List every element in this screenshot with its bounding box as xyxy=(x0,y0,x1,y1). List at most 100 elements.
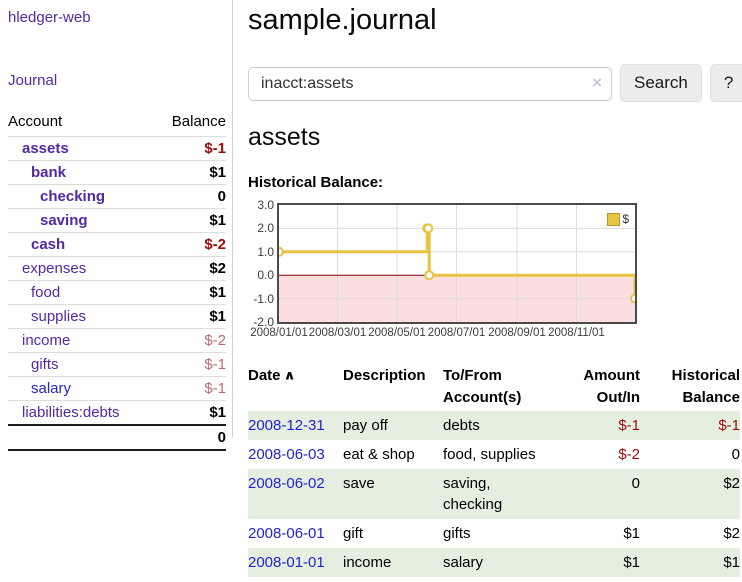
transaction-description: gift xyxy=(343,524,364,542)
transaction-balance: $2 xyxy=(723,524,740,542)
transaction-accounts: salary xyxy=(443,547,565,577)
transaction-date-link[interactable]: 2008-06-02 xyxy=(248,474,325,492)
chart-legend: $ xyxy=(607,212,629,226)
legend-label: $ xyxy=(622,212,629,226)
chart-svg xyxy=(279,205,635,322)
x-tick-label: 2008/05/01 xyxy=(368,327,426,339)
y-tick-label: 3.0 xyxy=(257,198,274,212)
y-tick-label: 1.0 xyxy=(257,244,274,259)
account-balance: $1 xyxy=(154,280,226,305)
account-link[interactable]: assets xyxy=(22,140,69,157)
accounts-header-balance: Balance xyxy=(171,113,226,130)
x-tick-label: 2008/03/01 xyxy=(308,327,367,339)
x-tick-label: 2008/11/01 xyxy=(548,327,605,339)
accounts-total-value: 0 xyxy=(154,424,226,451)
page-title: sample.journal xyxy=(248,4,437,36)
register-header-date[interactable]: Date ∧ xyxy=(248,367,296,384)
transaction-date-link[interactable]: 2008-06-01 xyxy=(248,524,325,542)
transaction-amount: 0 xyxy=(565,468,640,519)
account-row: salary $-1 xyxy=(8,376,226,401)
account-row: food $1 xyxy=(8,280,226,305)
register-table: Date ∧ Description To/From Account(s) Amo… xyxy=(248,363,740,577)
y-tick-label: -2.0 xyxy=(253,315,274,329)
transaction-date-link[interactable]: 2008-12-31 xyxy=(248,416,325,434)
account-link[interactable]: gifts xyxy=(31,356,59,373)
clear-search-icon[interactable]: × xyxy=(592,73,602,92)
account-link[interactable]: expenses xyxy=(22,260,87,277)
account-row: checking 0 xyxy=(8,184,226,209)
account-balance: $1 xyxy=(154,400,226,425)
accounts-body: assets $-1 bank $1 checking 0 saving $1 cash $-2 e… xyxy=(8,136,226,425)
transaction-row[interactable]: 2008-12-31 pay off debts $-1 $-1 xyxy=(248,410,740,440)
account-balance: $-2 xyxy=(154,328,226,353)
account-row: liabilities:debts $1 xyxy=(8,400,226,425)
transaction-accounts: debts xyxy=(443,410,565,440)
account-link[interactable]: checking xyxy=(40,188,106,205)
transaction-description: save xyxy=(343,468,443,519)
account-balance: $1 xyxy=(154,208,226,233)
accounts-table: Account Balance assets $-1 bank $1 checking 0… xyxy=(8,113,226,451)
transaction-balance: 0 xyxy=(731,445,740,463)
account-row: assets $-1 xyxy=(8,136,226,161)
account-row: gifts $-1 xyxy=(8,352,226,377)
account-row: cash $-2 xyxy=(8,232,226,257)
account-row: supplies $1 xyxy=(8,304,226,329)
transaction-amount: $1 xyxy=(565,547,640,577)
account-row: bank $1 xyxy=(8,160,226,185)
register-header-amount: Amount Out/In xyxy=(583,367,640,406)
transaction-balance: $2 xyxy=(640,468,740,519)
account-heading: assets xyxy=(248,123,321,151)
accounts-header-account: Account xyxy=(8,113,63,130)
transaction-amount: $-2 xyxy=(618,445,640,463)
transaction-accounts: gifts xyxy=(443,524,471,542)
account-link[interactable]: cash xyxy=(31,236,66,253)
transaction-accounts: saving, checking xyxy=(443,468,565,519)
app-title-link[interactable]: hledger-web xyxy=(8,9,91,26)
account-balance: 0 xyxy=(154,184,226,209)
search-button[interactable]: Search xyxy=(620,64,702,102)
register-header-balance: Historical Balance xyxy=(671,367,740,406)
account-link[interactable]: supplies xyxy=(31,308,87,325)
transaction-date: 2008-06-01 xyxy=(248,519,343,548)
sidebar-item-journal[interactable]: Journal xyxy=(8,72,58,89)
account-balance: $-2 xyxy=(154,232,226,257)
transaction-description: pay off xyxy=(343,410,443,440)
transaction-date-link[interactable]: 2008-01-01 xyxy=(248,553,325,571)
account-link[interactable]: salary xyxy=(31,380,72,397)
x-tick-label: 2008/09/01 xyxy=(488,327,546,339)
account-link[interactable]: food xyxy=(31,284,61,301)
main-content: sample.journal × Search ? assets Histori… xyxy=(248,0,742,577)
account-link[interactable]: income xyxy=(22,332,71,349)
y-tick-label: -1.0 xyxy=(253,291,274,306)
search-input[interactable] xyxy=(248,67,612,101)
register-header-description: Description xyxy=(343,367,426,384)
transaction-date-link[interactable]: 2008-06-03 xyxy=(248,445,325,463)
transaction-balance: $1 xyxy=(640,547,740,577)
register-header-accounts: To/From Account(s) xyxy=(443,367,522,406)
sidebar: hledger-web Journal Account Balance asse… xyxy=(0,0,233,451)
transaction-amount: $1 xyxy=(623,524,640,542)
account-link[interactable]: bank xyxy=(31,164,67,181)
transaction-row[interactable]: 2008-06-02 save saving, checking 0 $2 xyxy=(248,468,740,519)
sort-asc-icon: ∧ xyxy=(283,368,296,383)
transaction-row[interactable]: 2008-06-03 eat & shop food, supplies $-2 0 xyxy=(248,440,740,469)
help-button[interactable]: ? xyxy=(709,64,742,102)
account-link[interactable]: saving xyxy=(40,212,88,229)
account-balance: $1 xyxy=(154,304,226,329)
y-tick-label: 0.0 xyxy=(257,268,274,283)
transaction-amount: $-1 xyxy=(565,410,640,440)
chart-title: Historical Balance: xyxy=(248,174,384,191)
account-link[interactable]: liabilities:debts xyxy=(22,404,120,421)
transaction-accounts: food, supplies xyxy=(443,445,536,463)
historical-balance-chart: $ 3.0 2.0 1.0 0.0 -1.0 -2.0 2008/01/01 2008/03… xyxy=(248,198,742,345)
transaction-date: 2008-06-02 xyxy=(248,468,343,519)
transaction-row[interactable]: 2008-01-01 income salary $1 $1 xyxy=(248,547,740,577)
x-tick-label: 2008/01/01 xyxy=(250,327,308,339)
transaction-description: income xyxy=(343,547,443,577)
account-balance: $1 xyxy=(154,160,226,185)
chart-plot-area: $ xyxy=(277,203,637,324)
account-row: saving $1 xyxy=(8,208,226,233)
y-tick-label: 2.0 xyxy=(257,221,274,236)
account-balance: $-1 xyxy=(154,352,226,377)
transaction-row[interactable]: 2008-06-01 gift gifts $1 $2 xyxy=(248,519,740,548)
